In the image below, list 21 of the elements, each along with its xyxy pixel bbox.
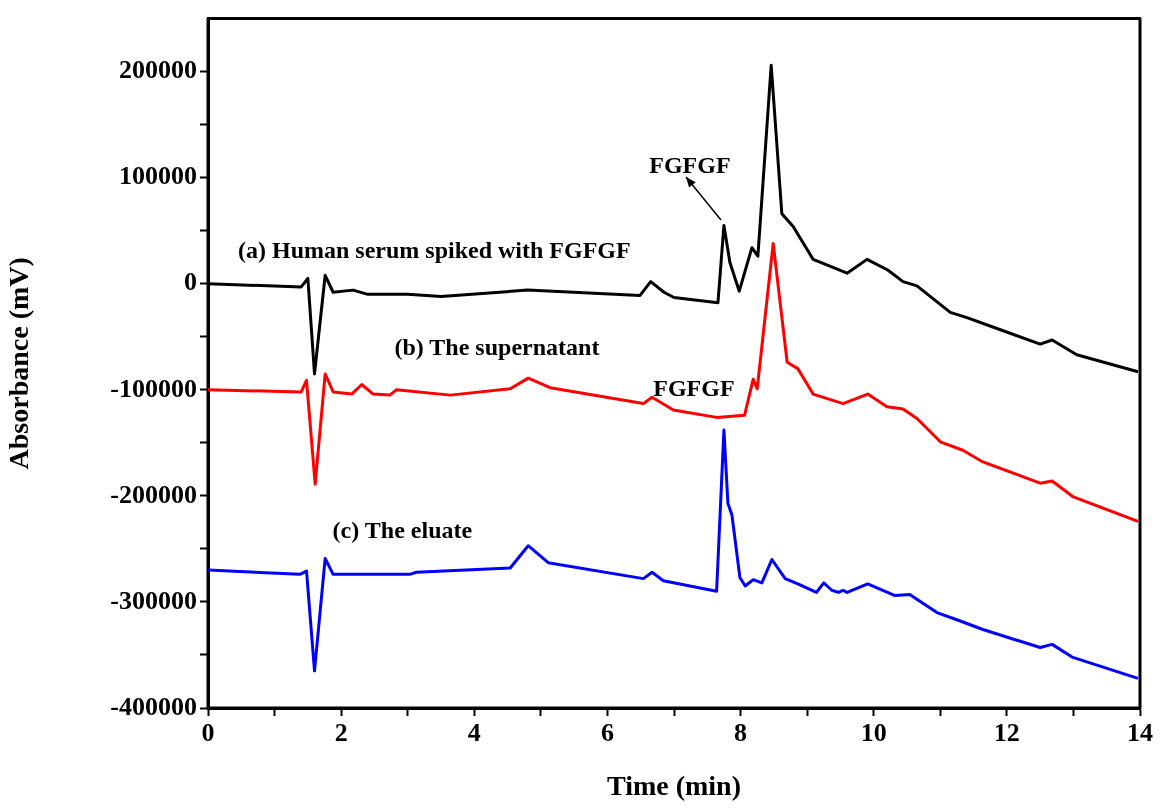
x-tick-label: 6 [600, 718, 614, 748]
y-tick-label: -200000 [110, 479, 197, 509]
y-tick-label: -100000 [110, 373, 197, 403]
y-tick-label: 0 [184, 267, 197, 297]
x-tick-label: 10 [860, 718, 887, 748]
y-tick-label: -300000 [110, 585, 197, 615]
y-tick-label: 100000 [119, 161, 197, 191]
y-axis-title: Absorbance (mV) [3, 257, 35, 470]
annotation: (c) The eluate [332, 517, 473, 544]
annotation: (a) Human serum spiked with FGFGF [238, 237, 631, 264]
annotation: (b) The supernatant [394, 333, 600, 360]
y-tick-label: -400000 [110, 691, 197, 721]
x-tick-label: 14 [1127, 718, 1153, 748]
y-tick-label: 200000 [119, 55, 197, 85]
x-tick-label: 4 [467, 718, 481, 748]
x-tick-label: 2 [334, 718, 348, 748]
annotation: FGFGF [649, 152, 731, 179]
x-axis-title: Time (min) [606, 770, 742, 802]
x-tick-label: 8 [734, 718, 748, 748]
annotation: FGFGF [653, 375, 735, 402]
x-tick-label: 12 [993, 718, 1020, 748]
